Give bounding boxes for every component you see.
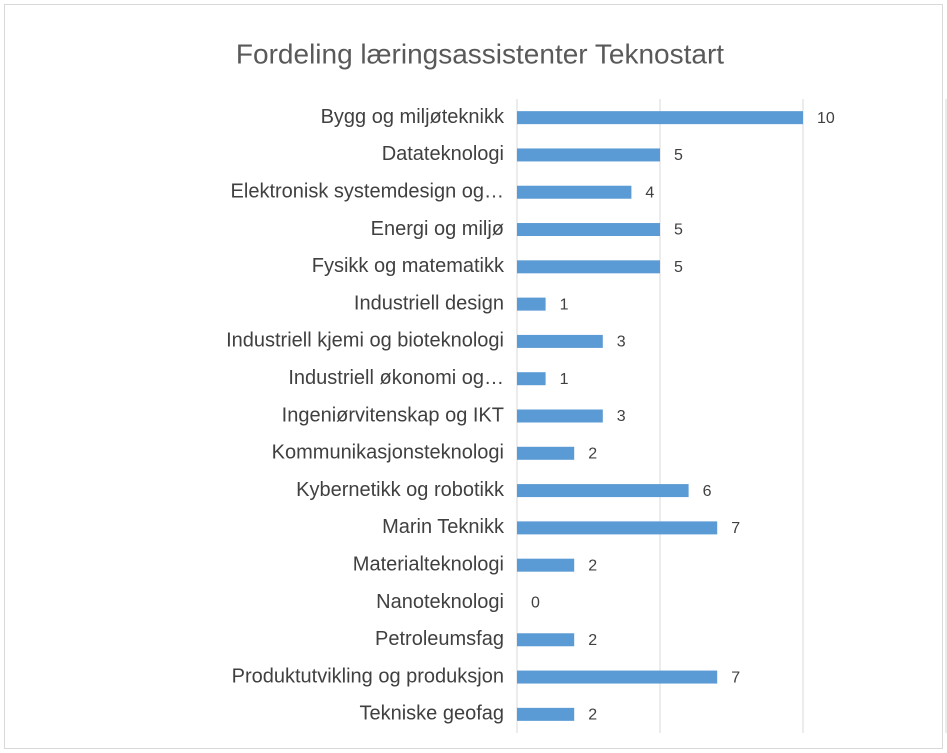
bar xyxy=(517,372,546,386)
data-label: 5 xyxy=(674,222,683,239)
y-tick-label: Marin Teknikk xyxy=(382,516,505,538)
y-tick-label: Tekniske geofag xyxy=(359,703,504,725)
data-label: 2 xyxy=(588,557,597,574)
data-label: 3 xyxy=(617,334,626,351)
data-label: 1 xyxy=(560,371,569,388)
y-tick-label: Nanoteknologi xyxy=(376,591,504,613)
chart-border xyxy=(4,4,943,749)
data-label: 2 xyxy=(588,446,597,463)
y-tick-label: Fysikk og matematikk xyxy=(312,255,505,277)
chart-title: Fordeling læringsassistenter Teknostart xyxy=(236,38,724,69)
data-label: 10 xyxy=(817,110,835,127)
y-tick-label: Elektronisk systemdesign og… xyxy=(231,181,504,203)
y-tick-label: Materialteknologi xyxy=(353,553,504,575)
bar xyxy=(517,297,546,311)
y-tick-label: Kommunikasjonsteknologi xyxy=(272,442,504,464)
data-label: 5 xyxy=(674,259,683,276)
bar xyxy=(517,558,575,572)
data-label: 6 xyxy=(703,483,712,500)
y-tick-label: Kybernetikk og robotikk xyxy=(296,479,505,501)
y-tick-label: Petroleumsfag xyxy=(375,628,504,650)
bar xyxy=(517,260,660,274)
data-label: 4 xyxy=(645,184,654,201)
bar xyxy=(517,446,575,460)
bar xyxy=(517,670,718,684)
y-tick-label: Ingeniørvitenskap og IKT xyxy=(282,404,504,426)
y-tick-label: Produktutvikling og produksjon xyxy=(232,665,504,687)
y-tick-label: Datateknologi xyxy=(382,143,504,165)
bar xyxy=(517,409,603,423)
y-tick-label: Bygg og miljøteknikk xyxy=(321,106,505,128)
data-label: 7 xyxy=(731,520,740,537)
y-tick-label: Energi og miljø xyxy=(371,218,504,240)
data-label: 7 xyxy=(731,669,740,686)
bar xyxy=(517,633,575,647)
data-label: 5 xyxy=(674,147,683,164)
bar xyxy=(517,707,575,721)
bar xyxy=(517,111,803,125)
bar xyxy=(517,148,660,162)
y-tick-label: Industriell økonomi og… xyxy=(288,367,504,389)
bar xyxy=(517,223,660,237)
data-label: 0 xyxy=(531,595,540,612)
y-tick-label: Industriell kjemi og bioteknologi xyxy=(226,330,504,352)
bar xyxy=(517,521,718,535)
bar xyxy=(517,185,632,199)
data-label: 1 xyxy=(560,296,569,313)
data-label: 2 xyxy=(588,707,597,724)
data-label: 2 xyxy=(588,632,597,649)
y-tick-label: Industriell design xyxy=(354,292,504,314)
bar xyxy=(517,484,689,498)
bar xyxy=(517,334,603,348)
data-label: 3 xyxy=(617,408,626,425)
